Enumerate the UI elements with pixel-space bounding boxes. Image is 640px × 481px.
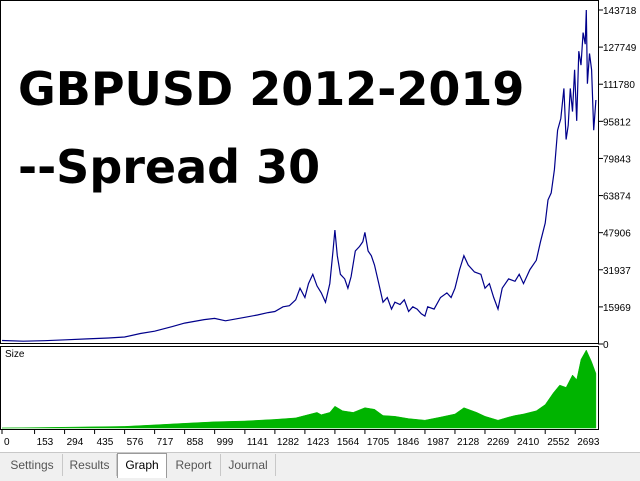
x-tick-label: 1282	[277, 437, 300, 448]
overlay-title-line2: --Spread 30	[18, 140, 321, 194]
x-tick-label: 435	[97, 437, 114, 448]
y-tick-label: 127749	[603, 43, 637, 54]
x-tick-label: 2410	[517, 437, 540, 448]
tab-journal[interactable]: Journal	[221, 454, 276, 476]
overlay-title-line1: GBPUSD 2012-2019	[18, 62, 525, 116]
x-tick-label: 999	[217, 437, 234, 448]
x-tick-label: 2693	[577, 437, 600, 448]
tab-graph[interactable]: Graph	[117, 453, 167, 478]
x-tick-label: 1423	[307, 437, 330, 448]
balance-chart	[1, 9, 597, 342]
tab-results[interactable]: Results	[63, 454, 117, 476]
y-tick-label: 47906	[603, 229, 631, 240]
x-tick-label: 2269	[487, 437, 510, 448]
size-x-axis: 0 153 294 435 576 717 858 999 1141 1282 1423 1564 17…	[1, 430, 600, 448]
x-tick-label: 576	[127, 437, 144, 448]
x-tick-label: 1564	[337, 437, 360, 448]
balance-y-axis: 143718 127749 111780 95812 79843 63874 47906 31…	[598, 6, 637, 351]
x-tick-label: 0	[4, 437, 10, 448]
size-chart-frame	[0, 346, 599, 430]
y-tick-label: 31937	[603, 266, 631, 277]
x-tick-label: 2552	[547, 437, 570, 448]
x-tick-label: 294	[67, 437, 84, 448]
x-tick-label: 858	[187, 437, 204, 448]
x-tick-label: 153	[37, 437, 54, 448]
balance-line	[1, 9, 597, 342]
y-tick-label: 143718	[603, 6, 637, 17]
y-tick-label: 79843	[603, 154, 631, 165]
x-tick-label: 1705	[367, 437, 390, 448]
tab-settings[interactable]: Settings	[2, 454, 63, 476]
balance-chart-frame	[0, 0, 599, 344]
size-chart-label: Size	[5, 349, 25, 360]
x-tick-label: 2128	[457, 437, 480, 448]
y-tick-label: 0	[603, 340, 609, 351]
y-tick-label: 95812	[603, 117, 631, 128]
size-area	[1, 349, 597, 429]
y-tick-label: 63874	[603, 192, 631, 203]
x-tick-label: 1987	[427, 437, 450, 448]
tester-tab-bar: Settings Results Graph Report Journal	[0, 452, 640, 481]
x-tick-label: 1846	[397, 437, 420, 448]
y-tick-label: 111780	[603, 80, 635, 91]
x-tick-label: 1141	[247, 437, 269, 448]
size-chart	[1, 349, 597, 429]
y-tick-label: 15969	[603, 303, 631, 314]
x-tick-label: 717	[157, 437, 174, 448]
tab-report[interactable]: Report	[167, 454, 221, 476]
